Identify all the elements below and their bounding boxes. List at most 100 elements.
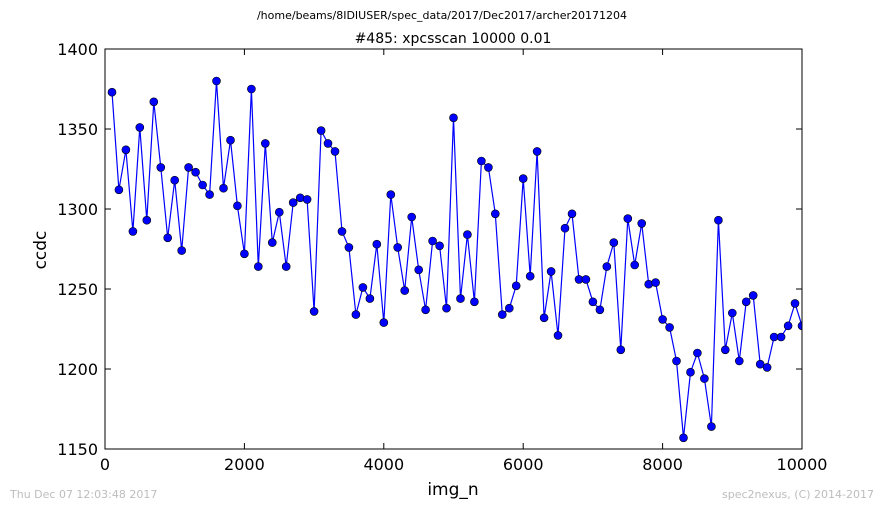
data-point (707, 422, 716, 431)
data-point (546, 267, 556, 276)
data-point (714, 215, 723, 225)
data-point (365, 294, 375, 303)
data-point (247, 84, 256, 94)
data-point (720, 345, 730, 355)
data-point (260, 139, 270, 148)
data-point (623, 214, 633, 223)
data-point (170, 175, 179, 185)
series-points (107, 76, 802, 443)
y-tick-label: 1150 (57, 440, 98, 459)
data-point (212, 76, 221, 86)
data-point (609, 238, 619, 247)
x-tick-label: 10000 (777, 455, 828, 474)
data-point (428, 236, 437, 246)
data-point (288, 198, 298, 207)
data-point (372, 239, 382, 249)
y-tick-label: 1200 (57, 360, 98, 379)
data-point (456, 294, 465, 303)
data-point (693, 348, 702, 358)
data-point (358, 283, 368, 292)
data-point (267, 238, 277, 247)
data-point (595, 305, 605, 315)
data-point (567, 209, 577, 219)
data-point (581, 275, 591, 284)
data-point (400, 286, 410, 295)
data-point (121, 145, 131, 155)
data-point (525, 271, 535, 281)
data-point (588, 297, 598, 307)
data-point (511, 281, 521, 291)
data-point (135, 123, 145, 132)
data-point (414, 265, 424, 275)
data-point (490, 209, 500, 219)
data-point (449, 113, 458, 123)
data-point (734, 356, 744, 366)
data-point (679, 433, 688, 443)
data-point (205, 190, 214, 199)
data-point (344, 243, 354, 252)
data-point (156, 163, 166, 172)
data-point (351, 310, 361, 319)
x-tick-label: 8000 (642, 455, 683, 474)
data-point (442, 303, 451, 313)
data-point (337, 227, 347, 236)
series-line (111, 80, 802, 438)
data-point (107, 87, 117, 97)
data-point (776, 332, 786, 342)
data-point (553, 331, 563, 340)
data-point (226, 135, 235, 145)
data-point (184, 163, 193, 172)
data-point (651, 278, 660, 287)
data-point (477, 156, 486, 166)
data-point (233, 201, 242, 211)
data-point (616, 345, 626, 355)
data-point (386, 190, 396, 199)
data-point (762, 363, 772, 372)
data-point (755, 359, 765, 369)
data-point (658, 315, 667, 324)
y-tick-label: 1250 (57, 280, 98, 299)
data-point (790, 299, 800, 308)
data-point (219, 183, 228, 193)
data-point (783, 321, 793, 331)
chart-suptitle: /home/beams/8IDIUSER/spec_data/2017/Dec2… (257, 9, 627, 22)
x-tick-label: 0 (100, 455, 110, 474)
data-point (177, 246, 186, 255)
x-tick-label: 2000 (224, 455, 265, 474)
data-point (323, 139, 333, 148)
data-point (539, 313, 549, 323)
data-point (748, 291, 758, 300)
data-point (421, 305, 430, 315)
data-point (281, 262, 291, 271)
data-point (463, 230, 472, 239)
tick-labels: 0 2000 4000 6000 8000 10000 1150 1200 1250 1300 13… (57, 40, 827, 474)
data-point (686, 367, 695, 377)
plot-frame (104, 48, 803, 450)
data-point (602, 262, 612, 271)
data-point (128, 227, 138, 236)
y-axis-label: ccdc (31, 231, 51, 270)
data-point (665, 323, 674, 332)
data-point (700, 374, 709, 383)
data-point (198, 180, 207, 190)
data-point (484, 163, 493, 172)
data-point (379, 318, 389, 327)
data-point (191, 167, 200, 177)
data-point (727, 308, 737, 318)
data-point (518, 174, 528, 183)
data-point (672, 356, 681, 366)
data-point (240, 249, 249, 259)
y-tick-label: 1350 (57, 120, 98, 139)
data-point (316, 126, 326, 135)
chart-title: #485: xpcsscan 10000 0.01 (355, 31, 552, 47)
data-point (407, 212, 417, 222)
y-tick-label: 1300 (57, 200, 98, 219)
data-point (497, 310, 507, 319)
data-point (741, 297, 751, 307)
data-point (504, 303, 514, 313)
data-point (142, 215, 152, 225)
x-tick-label: 6000 (503, 455, 544, 474)
data-point (330, 147, 340, 156)
axis-ticks (104, 48, 803, 450)
